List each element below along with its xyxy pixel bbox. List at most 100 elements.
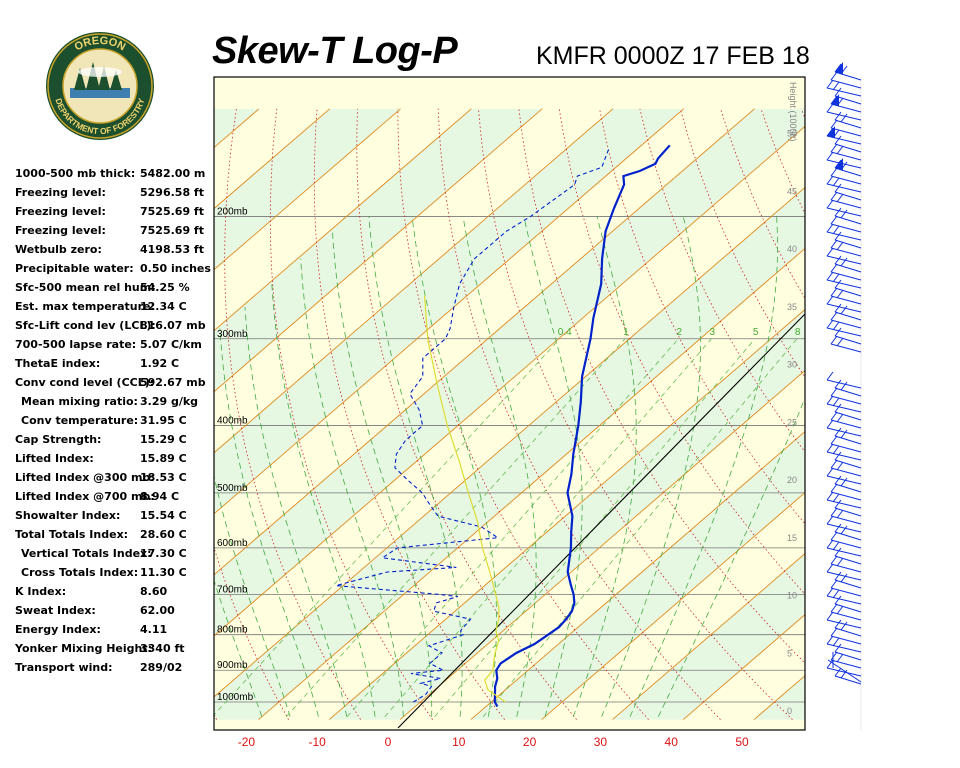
dry-adiabat: [224, 108, 361, 720]
wind-barb: [834, 263, 862, 273]
isotherm-line: [214, 108, 401, 271]
index-row: Yonker Mixing Height: 3340 ft: [15, 642, 215, 658]
mixing-ratio-line: [285, 338, 626, 717]
pressure-label: 700mb: [217, 584, 248, 595]
wind-pennant: [835, 62, 843, 74]
wind-barb: [826, 231, 862, 241]
mixing-ratio-label: 5: [753, 327, 759, 338]
index-label: Lifted Index @300 mb:: [15, 471, 155, 484]
wind-barb: [826, 207, 862, 217]
index-label: Conv cond level (CCL):: [15, 376, 155, 389]
pressure-label: 900mb: [217, 660, 248, 671]
wind-barb: [830, 151, 862, 161]
dewpoint-trace: [335, 148, 610, 703]
dry-adiabat: [356, 108, 577, 720]
isotherm-line: [328, 308, 805, 720]
wind-pennant: [835, 158, 843, 170]
wind-barb: [834, 459, 862, 469]
index-row: Freezing level: 5296.58 ft: [15, 186, 215, 202]
moist-adiabat: [214, 579, 263, 717]
wind-barb: [834, 411, 862, 421]
index-label: Freezing level:: [15, 224, 106, 237]
index-value: 15.89 C: [140, 452, 187, 465]
moist-adiabat: [219, 328, 319, 717]
chart-gridlines: [214, 108, 960, 729]
wind-barb: [834, 167, 862, 177]
isotherm-line: [682, 614, 805, 720]
isotherm-line: [214, 186, 805, 698]
index-value: 8.60: [140, 585, 168, 598]
mixing-ratio-label: 1: [623, 327, 629, 338]
wind-barb: [830, 587, 862, 597]
index-row: Freezing level: 7525.69 ft: [15, 224, 215, 240]
wind-barb: [826, 619, 862, 629]
wind-barb: [834, 71, 862, 81]
wind-barb: [826, 499, 862, 509]
index-value: 7525.69 ft: [140, 205, 204, 218]
plot-frame: [213, 76, 806, 731]
wind-barb: [834, 483, 862, 493]
wind-barb: [834, 239, 862, 249]
wind-barb: [830, 295, 862, 305]
dry-adiabat: [214, 546, 289, 720]
index-row: Total Totals Index: 28.60 C: [15, 528, 215, 544]
index-value: 18.53 C: [140, 471, 187, 484]
index-value: 592.67 mb: [140, 376, 206, 389]
height-tick-label: 5: [787, 648, 792, 658]
temperature-tick-label: -10: [309, 735, 327, 749]
index-row: Freezing level: 7525.69 ft: [15, 205, 215, 221]
moist-adiabat: [411, 216, 498, 717]
chart-labels: 1000mb 900mb 800mb 700mb 600mb 500mb 400mb 300m…: [217, 82, 798, 749]
mixing-ratio-label: 8: [795, 327, 801, 338]
height-tick-label: 15: [787, 533, 797, 543]
index-value: 4.11: [140, 623, 168, 636]
index-value: 4198.53 ft: [140, 243, 204, 256]
pressure-label: 300mb: [217, 329, 248, 340]
index-row: Cross Totals Index: 11.30 C: [15, 566, 215, 582]
wind-barb: [826, 183, 862, 193]
height-tick-label: 20: [787, 475, 797, 485]
wind-barb: [830, 395, 862, 405]
moist-adiabat: [523, 216, 583, 717]
index-label: Freezing level:: [15, 205, 106, 218]
moist-adiabat: [462, 216, 537, 717]
wind-barb: [826, 595, 862, 605]
chart-background: [214, 77, 805, 730]
wind-barb: [830, 199, 862, 209]
index-label: Conv temperature:: [21, 414, 139, 427]
isotherm-line: [612, 553, 805, 720]
wind-barb: [830, 175, 862, 185]
index-value: 3.29 g/kg: [140, 395, 199, 408]
index-value: 17.30 C: [140, 547, 187, 560]
parcel-trace: [424, 295, 506, 703]
index-row: Mean mixing ratio: 3.29 g/kg: [15, 395, 215, 411]
wind-barb: [830, 319, 862, 329]
wind-barb: [834, 95, 862, 105]
index-row: Conv temperature: 31.95 C: [15, 414, 215, 430]
index-row: Showalter Index: 15.54 C: [15, 509, 215, 525]
height-tick-label: 45: [787, 186, 797, 196]
index-row: Cap Strength: 15.29 C: [15, 433, 215, 449]
height-tick-label: 25: [787, 417, 797, 427]
index-row: K Index: 8.60: [15, 585, 215, 601]
moist-adiabat: [271, 283, 376, 717]
height-tick-label: 50: [787, 129, 797, 139]
index-label: ThetaE index:: [15, 357, 101, 370]
pressure-label: 1000mb: [217, 692, 254, 703]
height-tick-label: 10: [787, 591, 797, 601]
dry-adiabat: [882, 109, 960, 720]
index-row: Wetbulb zero: 4198.53 ft: [15, 243, 215, 259]
temperature-tick-label: 0: [385, 735, 392, 749]
index-row: Sweat Index: 62.00: [15, 604, 215, 620]
wind-barb: [826, 475, 862, 485]
mixing-ratio-label: 2: [676, 327, 682, 338]
index-label: Precipitable water:: [15, 262, 134, 275]
index-label: Energy Index:: [15, 623, 101, 636]
dry-adiabat: [558, 108, 805, 595]
temperature-tick-label: 30: [594, 735, 608, 749]
index-value: 11.30 C: [140, 566, 187, 579]
wind-barb: [826, 379, 862, 389]
wind-barb: [830, 443, 862, 453]
wind-barb: [834, 335, 862, 345]
